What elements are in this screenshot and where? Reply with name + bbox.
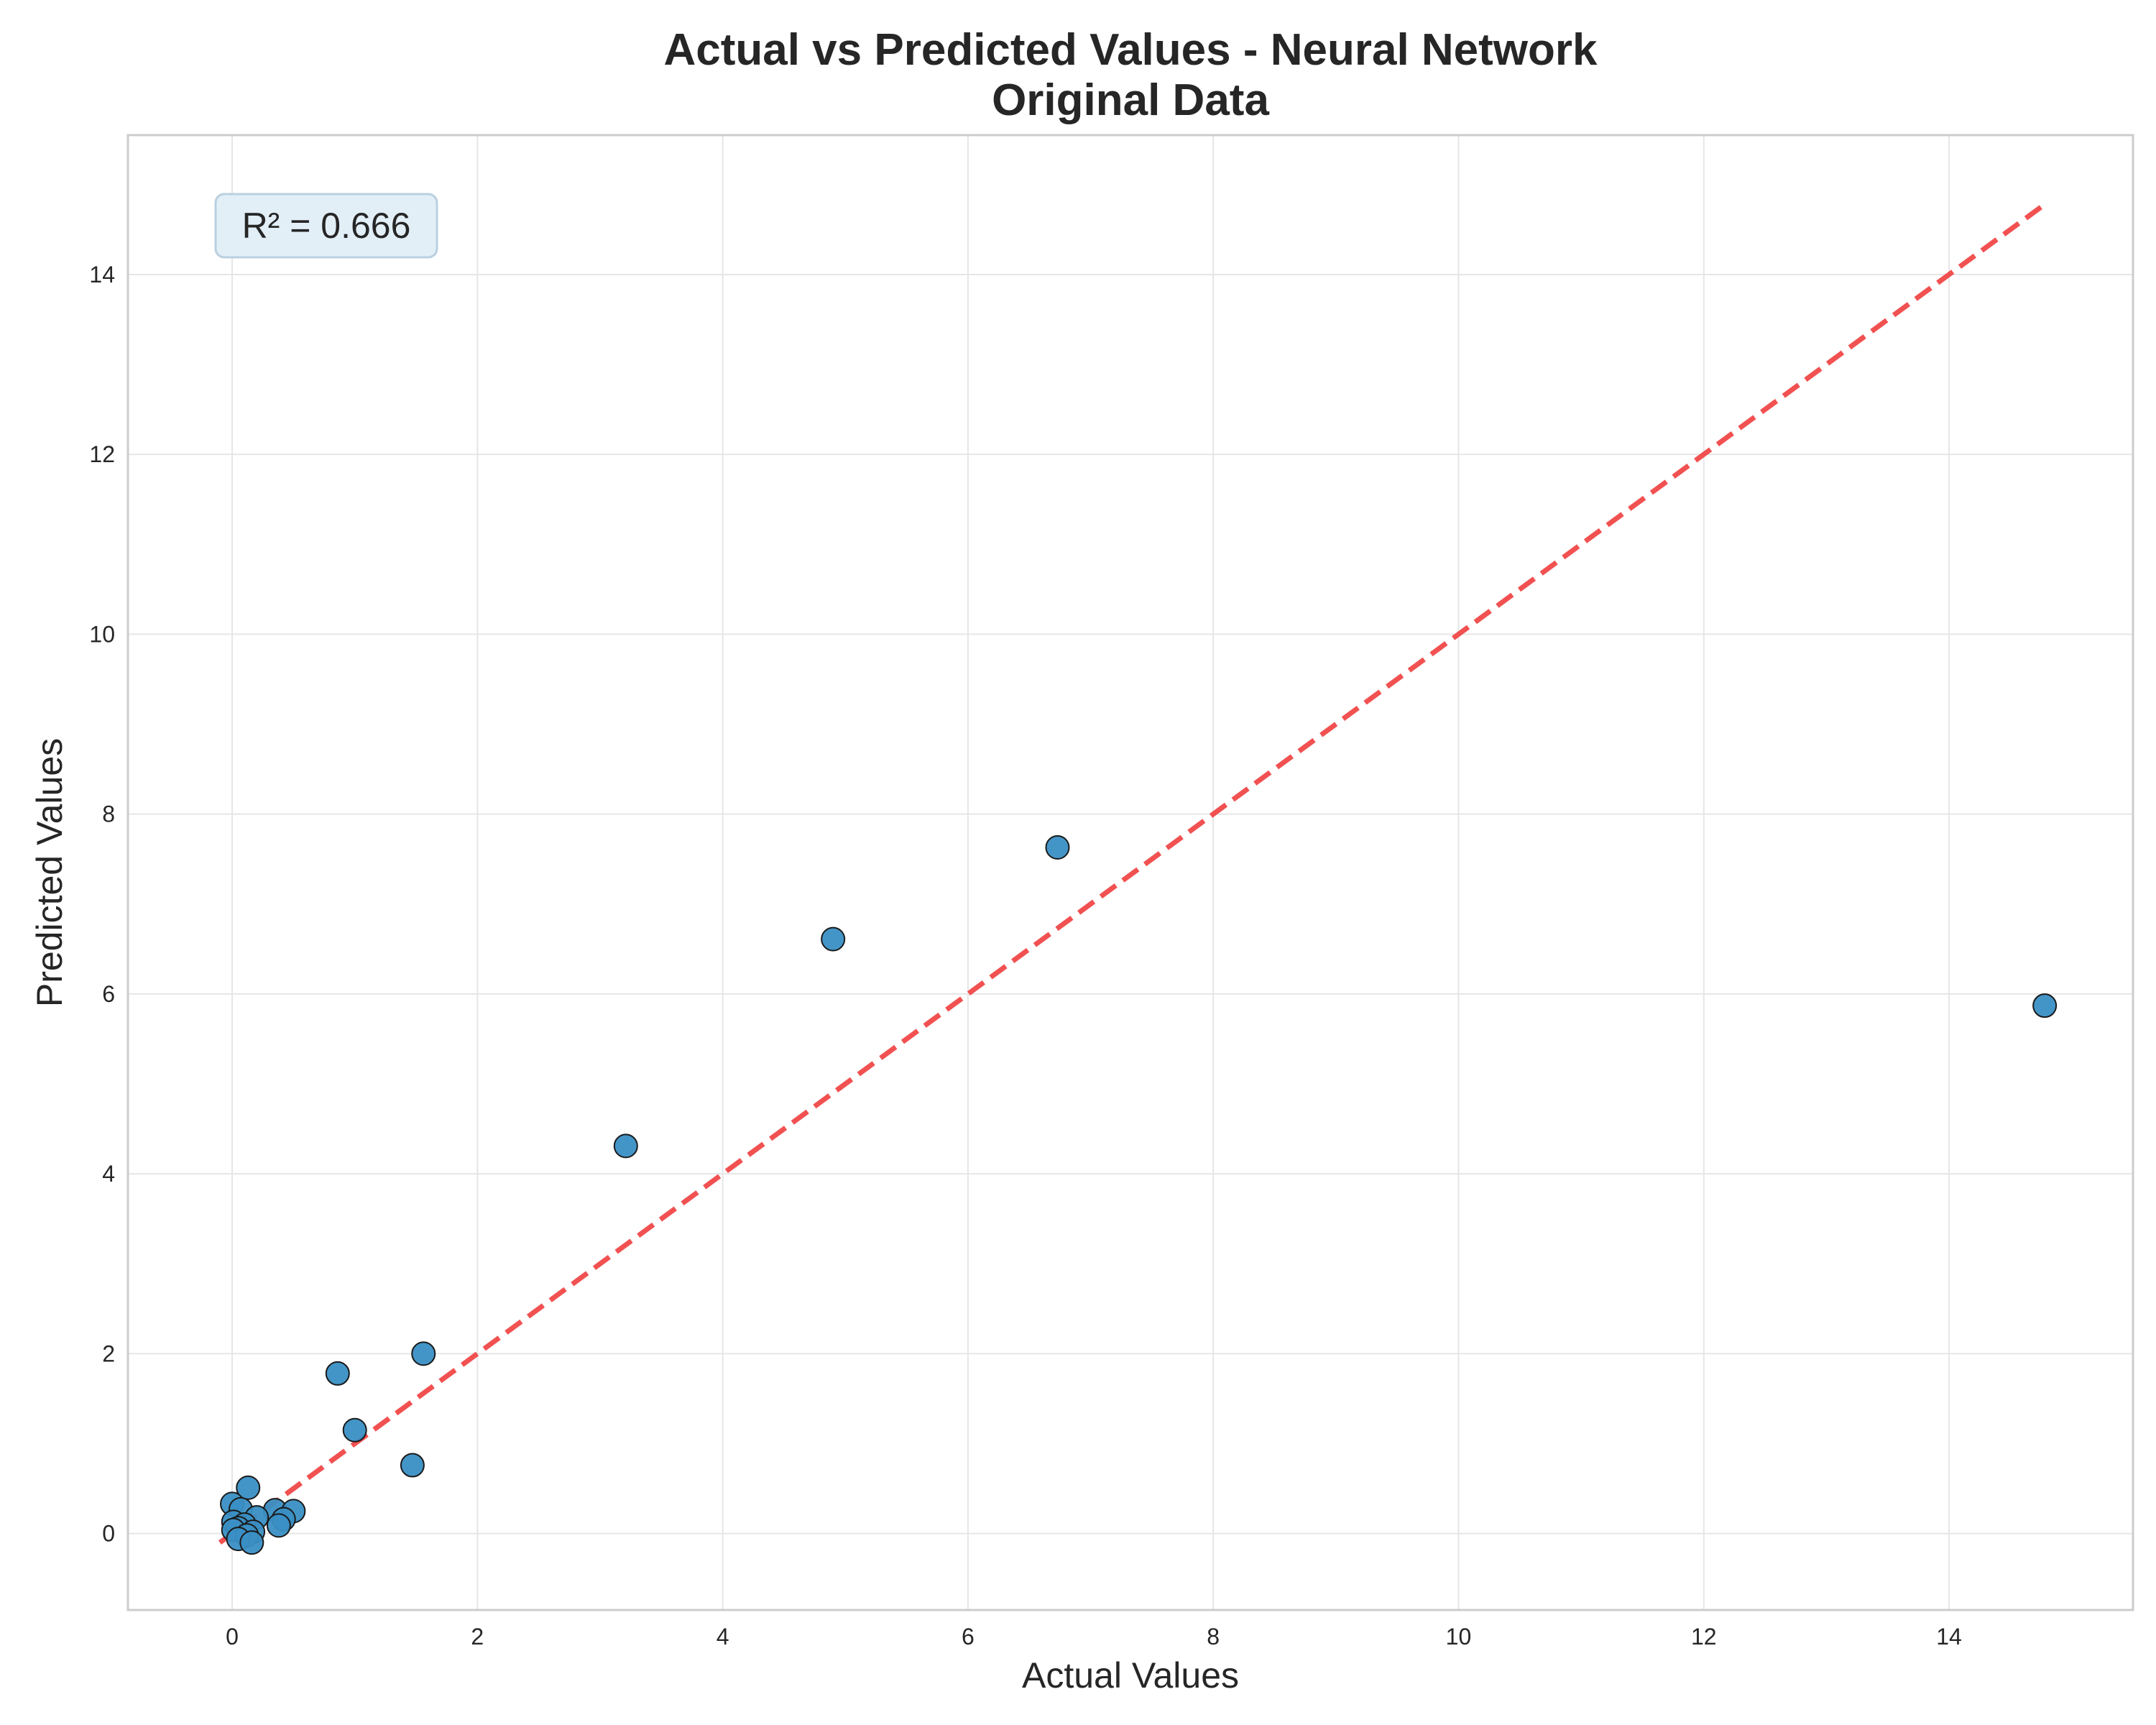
- plot-frame: [126, 134, 2134, 1611]
- y-tick-label: 10: [89, 621, 115, 647]
- grid-lines: [128, 135, 2133, 1610]
- chart-title: Actual vs Predicted Values - Neural Netw…: [663, 25, 1598, 75]
- reference-line: [218, 205, 2043, 1545]
- x-tick-label: 14: [1936, 1624, 1962, 1650]
- data-point: [613, 1133, 638, 1159]
- y-tick-label: 12: [89, 441, 115, 467]
- x-tick-label: 0: [226, 1624, 239, 1650]
- data-point: [2032, 993, 2058, 1018]
- data-point: [400, 1453, 425, 1478]
- y-tick-label: 0: [102, 1521, 115, 1547]
- data-point: [236, 1475, 261, 1500]
- data-point: [342, 1417, 367, 1443]
- annotation-box: [214, 193, 438, 259]
- x-tick-label: 2: [471, 1624, 484, 1650]
- y-tick-label: 2: [102, 1340, 115, 1366]
- x-tick-label: 10: [1446, 1624, 1472, 1650]
- data-point: [239, 1530, 264, 1555]
- x-axis-label: Actual Values: [1022, 1655, 1239, 1696]
- y-tick-label: 8: [102, 801, 115, 827]
- x-tick-label: 8: [1207, 1624, 1220, 1650]
- x-tick-label: 12: [1691, 1624, 1717, 1650]
- y-tick-label: 14: [89, 262, 115, 288]
- r-squared-label: R² = 0.666: [242, 206, 411, 246]
- points-layer: [220, 834, 2058, 1555]
- r-squared-annotation: R² = 0.666: [214, 193, 438, 259]
- x-tick-label: 4: [717, 1624, 729, 1650]
- tick-labels: 0 2 4 6 8 10 12 14 0 2 4 6 8 10 12 14: [89, 262, 1961, 1650]
- reference-line-layer: [218, 205, 2043, 1545]
- x-tick-label: 6: [962, 1624, 975, 1650]
- y-axis-label: Predicted Values: [29, 738, 70, 1007]
- data-point: [266, 1513, 291, 1538]
- data-point: [325, 1361, 350, 1386]
- y-tick-label: 6: [102, 981, 115, 1007]
- chart-subtitle: Original Data: [992, 75, 1269, 125]
- data-point: [821, 926, 846, 952]
- y-tick-label: 4: [102, 1161, 115, 1187]
- data-point: [411, 1341, 436, 1366]
- data-point: [1045, 834, 1070, 860]
